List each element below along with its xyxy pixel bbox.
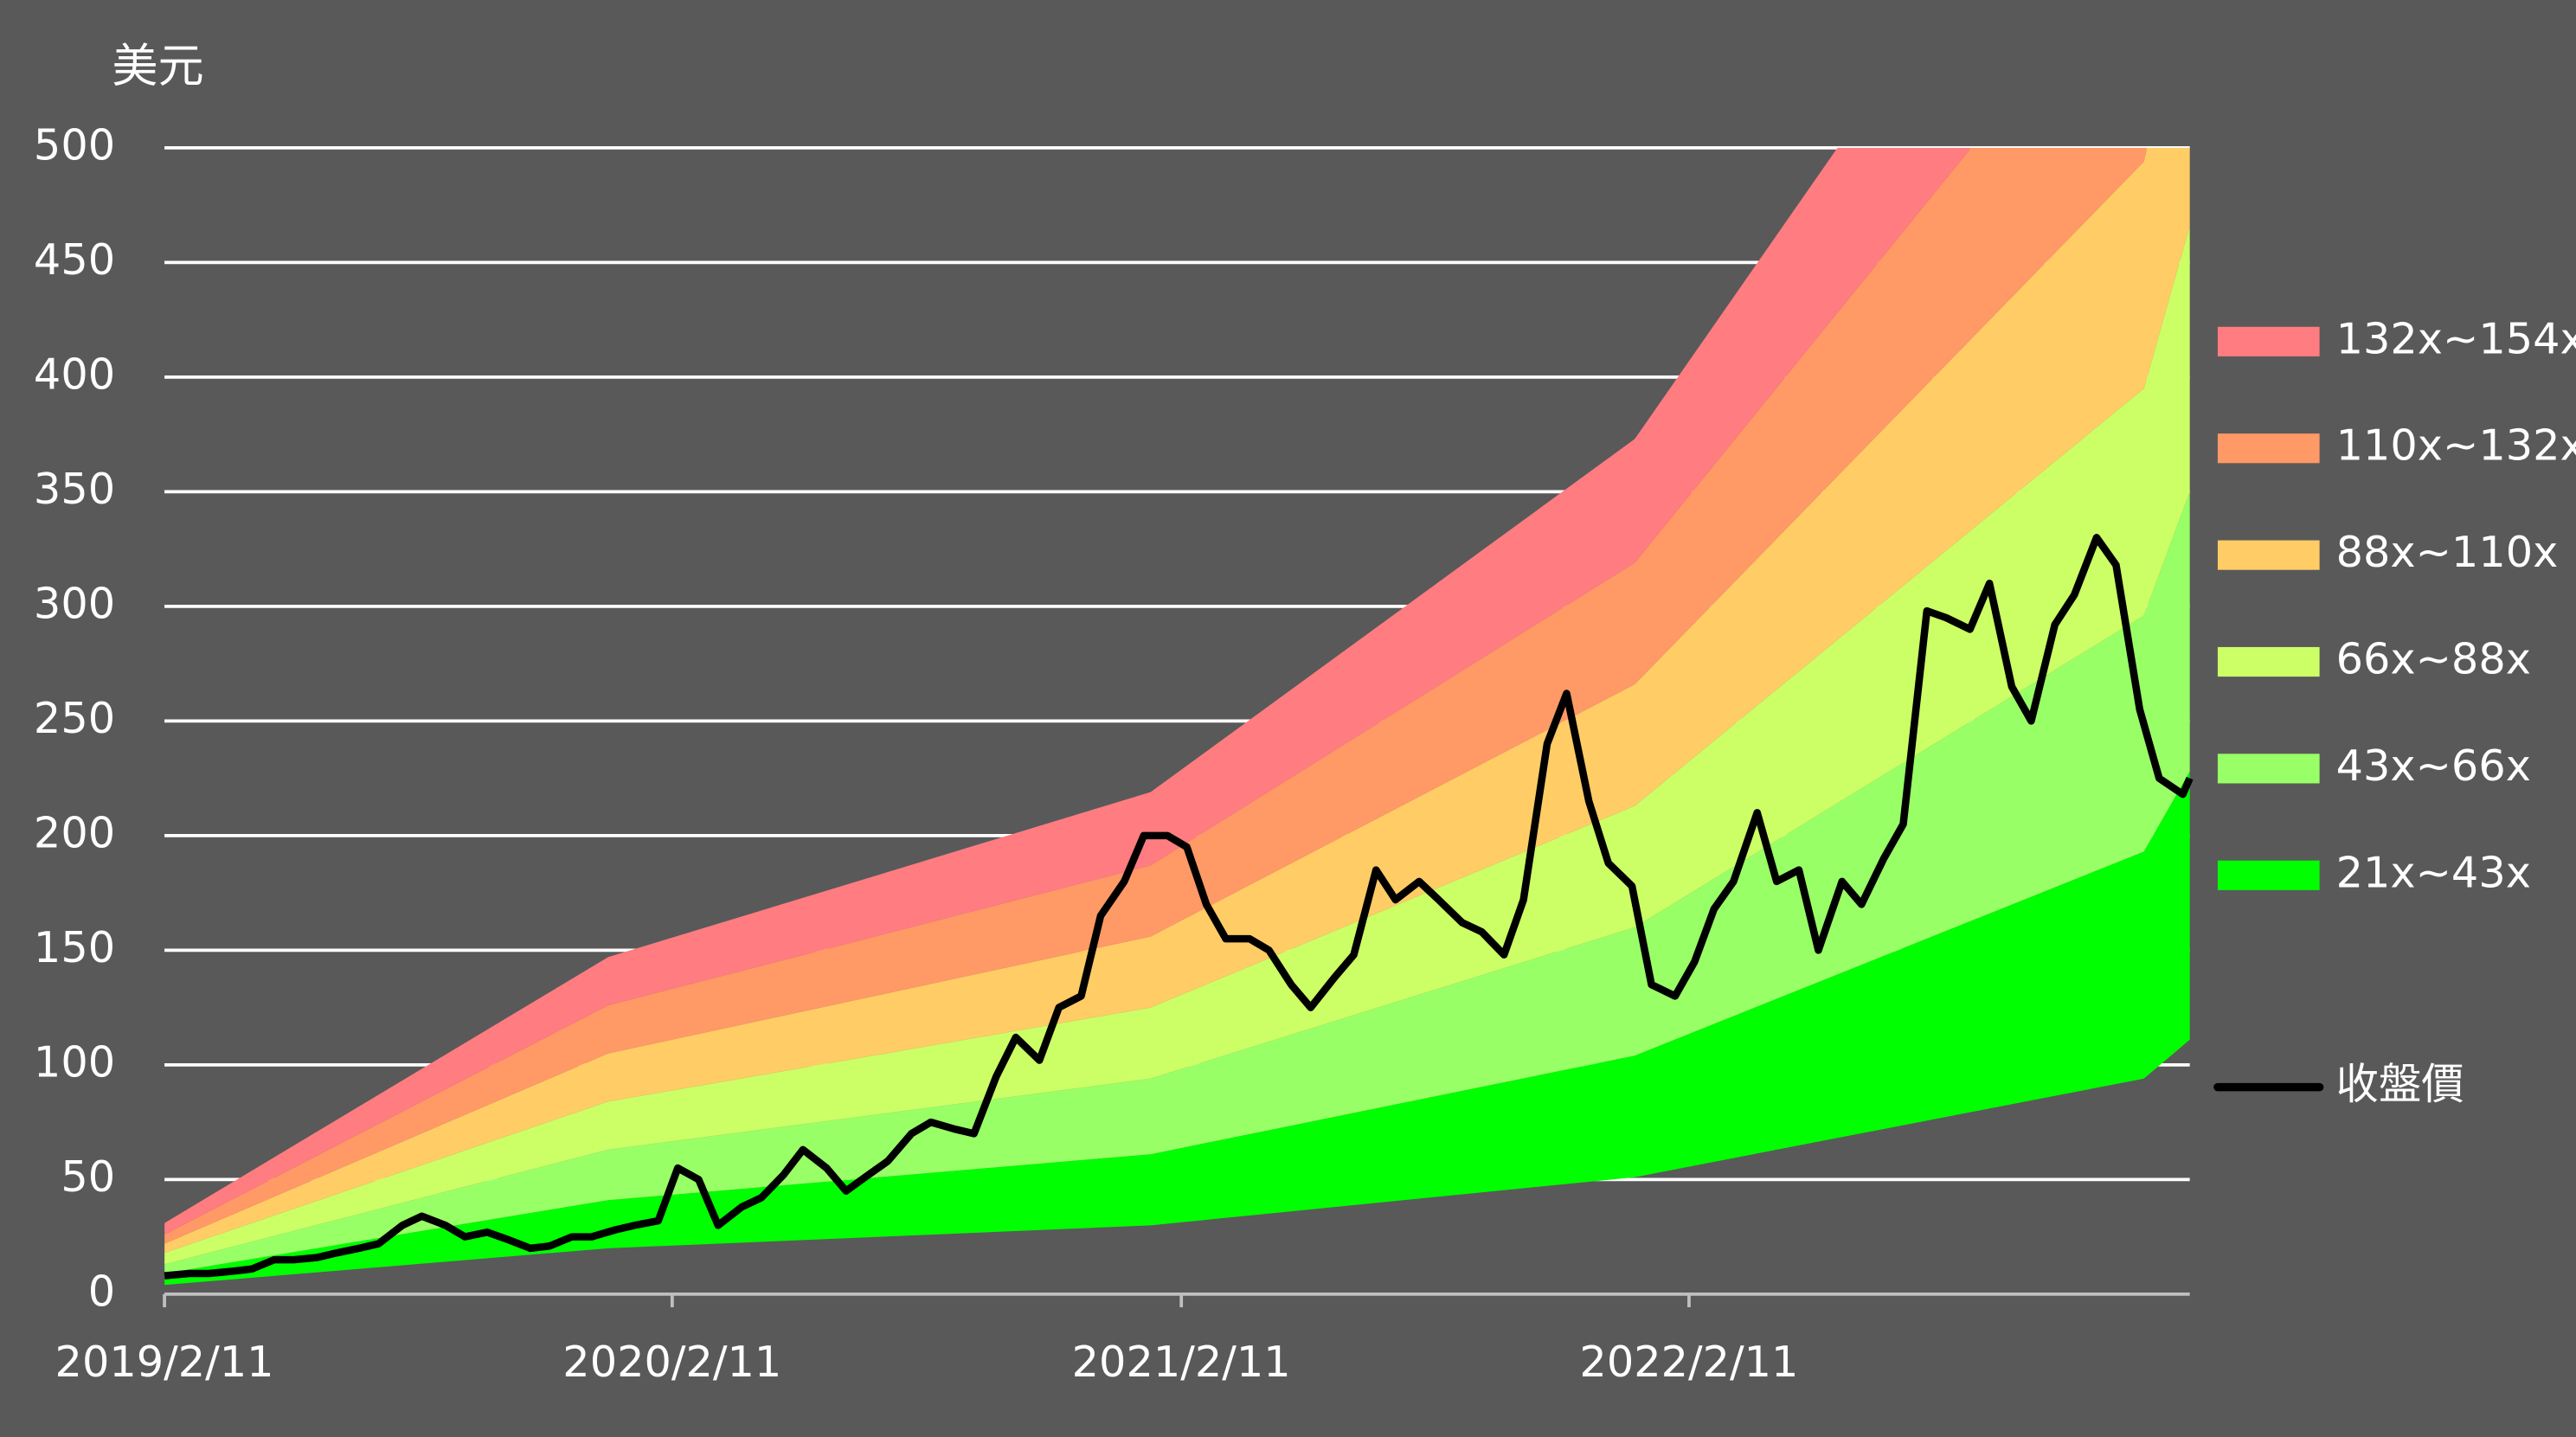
legend-swatch — [2217, 433, 2320, 464]
band — [164, 491, 2190, 1273]
y-tick-label: 200 — [34, 807, 115, 857]
y-tick-label: 500 — [34, 119, 115, 170]
x-tick-label: 2021/2/11 — [1072, 1337, 1291, 1387]
band — [164, 147, 1971, 1235]
band — [164, 147, 2148, 1244]
legend-label: 88x~110x — [2336, 527, 2559, 577]
legend-swatch — [2217, 860, 2320, 890]
y-tick-label: 350 — [34, 464, 115, 514]
y-tick-label: 100 — [34, 1036, 115, 1087]
y-tick-label: 300 — [34, 578, 115, 628]
x-tick-label: 2020/2/11 — [562, 1337, 781, 1387]
x-tick-label: 2019/2/11 — [55, 1337, 274, 1387]
band — [164, 225, 2190, 1265]
legend-swatch — [2217, 754, 2320, 784]
y-tick-label: 400 — [34, 349, 115, 399]
y-tick-label: 450 — [34, 234, 115, 285]
legend-label: 收盤價 — [2336, 1059, 2464, 1109]
y-tick-label: 50 — [61, 1152, 115, 1202]
legend-swatch — [2217, 540, 2320, 570]
legend-label: 132x~154x — [2336, 313, 2576, 363]
y-tick-label: 0 — [88, 1266, 115, 1316]
legend-label: 21x~43x — [2336, 847, 2531, 897]
band — [164, 771, 2190, 1286]
y-tick-label: 150 — [34, 922, 115, 972]
legend-label: 110x~132x — [2336, 420, 2576, 471]
x-tick-label: 2022/2/11 — [1579, 1337, 1798, 1387]
legend-label: 66x~88x — [2336, 634, 2531, 684]
legend-swatch — [2217, 646, 2320, 677]
legend-label: 43x~66x — [2336, 741, 2531, 791]
y-tick-label: 250 — [34, 693, 115, 743]
legend-swatch — [2217, 326, 2320, 356]
price-line — [164, 534, 2194, 1280]
y-axis-label: 美元 — [112, 39, 203, 93]
